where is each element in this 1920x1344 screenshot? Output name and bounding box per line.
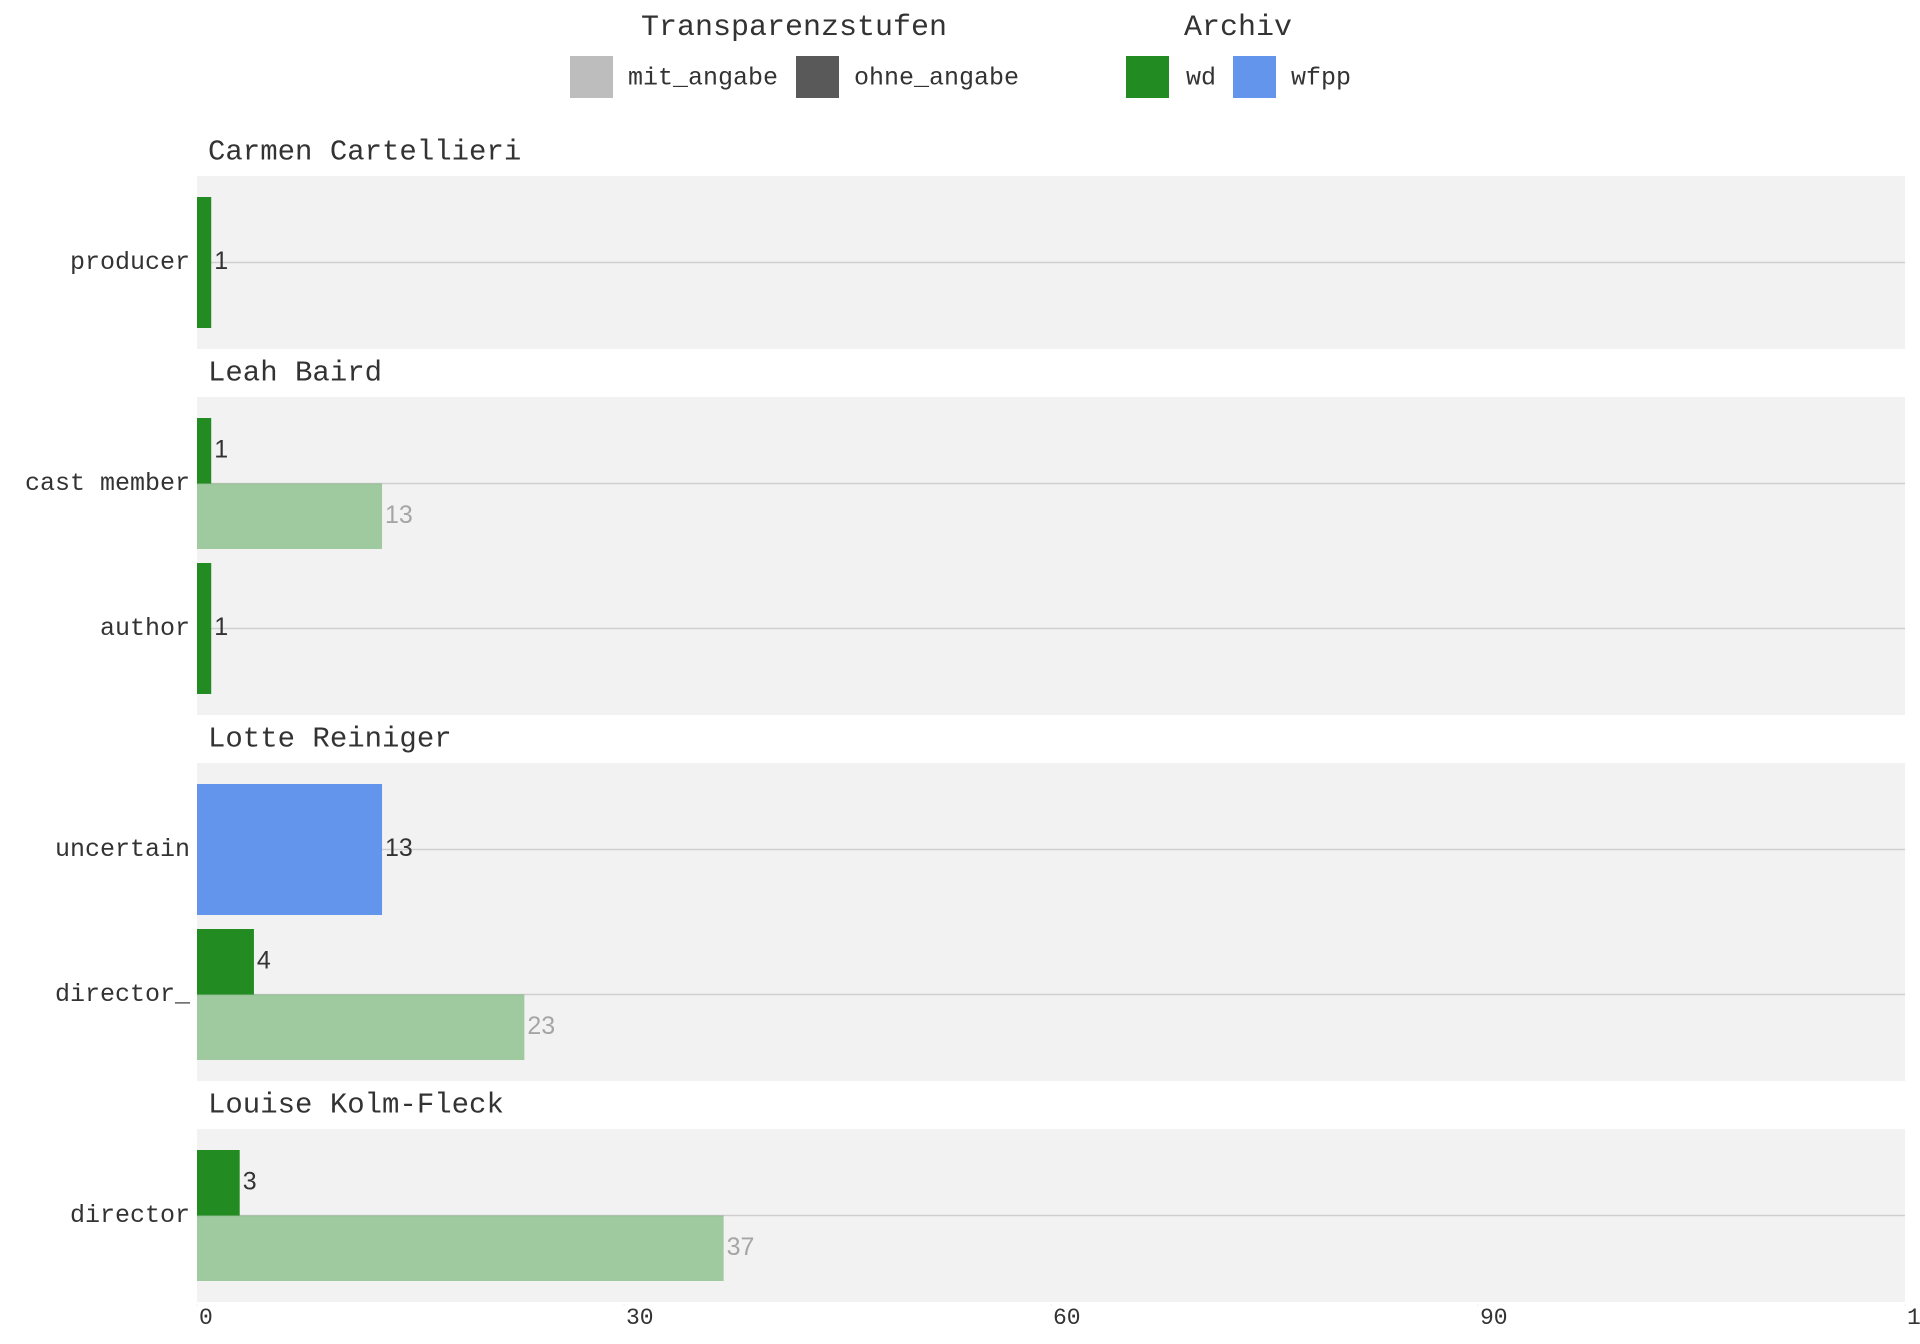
legend-swatch <box>796 56 839 98</box>
bar <box>197 994 525 1060</box>
bar <box>197 1215 724 1281</box>
legend-swatch <box>1233 56 1276 98</box>
legend-label: ohne_angabe <box>854 64 1019 93</box>
panel-background <box>197 763 1905 1081</box>
facet-title: Leah Baird <box>208 357 382 390</box>
bar <box>197 929 254 995</box>
value-label: 1 <box>214 247 228 275</box>
value-label: 4 <box>257 946 271 974</box>
y-tick-label: cast member <box>25 469 190 498</box>
x-tick-label: 90 <box>1480 1305 1508 1331</box>
value-label: 1 <box>214 435 228 463</box>
bar <box>197 197 212 328</box>
facet-title: Lotte Reiniger <box>208 723 452 756</box>
legend-label: wfpp <box>1291 64 1351 93</box>
value-label: 3 <box>243 1167 257 1195</box>
legend-title: Transparenzstufen <box>641 11 947 45</box>
x-tick-label: 120 <box>1907 1305 1920 1331</box>
legend-title: Archiv <box>1184 11 1292 45</box>
value-label: 1 <box>214 613 228 641</box>
y-tick-label: director_ <box>55 980 191 1009</box>
facet-title: Carmen Cartellieri <box>208 136 521 169</box>
y-tick-label: uncertain <box>55 835 190 864</box>
value-label: 23 <box>527 1012 555 1040</box>
y-tick-label: director <box>70 1201 190 1230</box>
y-tick-label: producer <box>70 248 190 277</box>
value-label: 13 <box>385 501 413 529</box>
bar <box>197 563 212 694</box>
facet-title: Louise Kolm-Fleck <box>208 1089 504 1122</box>
legend-label: wd <box>1186 64 1216 93</box>
panel-background <box>197 397 1905 715</box>
bar <box>197 1150 240 1216</box>
value-label: 13 <box>385 834 413 862</box>
y-tick-label: author <box>100 614 190 643</box>
legend-swatch <box>1126 56 1169 98</box>
bar <box>197 784 383 915</box>
x-tick-label: 30 <box>626 1305 654 1331</box>
legend-label: mit_angabe <box>628 64 778 93</box>
bar <box>197 483 383 549</box>
x-tick-label: 0 <box>199 1305 213 1331</box>
value-label: 37 <box>727 1233 755 1261</box>
x-tick-label: 60 <box>1053 1305 1081 1331</box>
bar <box>197 418 212 484</box>
legend-swatch <box>570 56 613 98</box>
